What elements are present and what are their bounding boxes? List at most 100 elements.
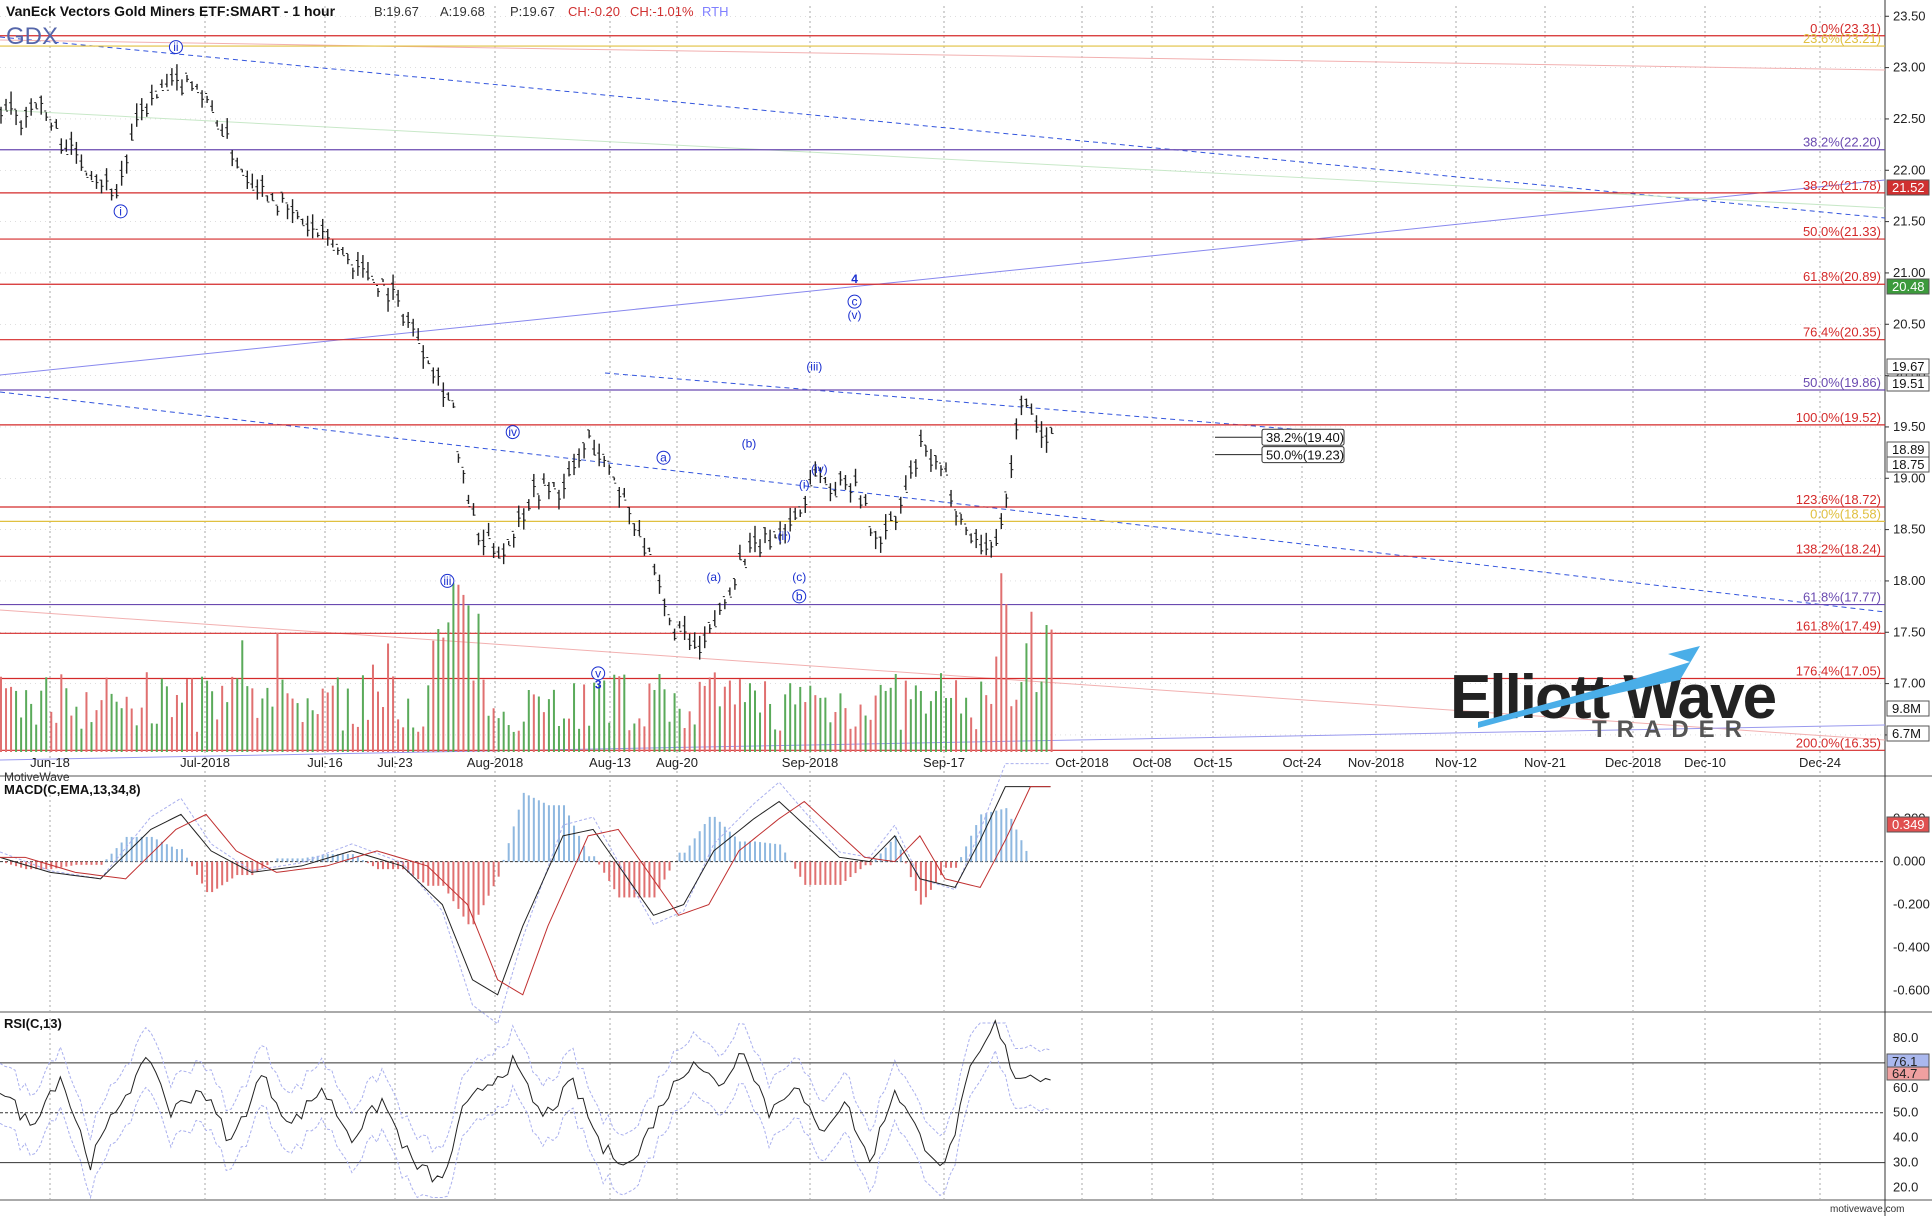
- volume-bar: [804, 702, 807, 752]
- rsi-value-label: 64.7: [1892, 1066, 1917, 1081]
- volume-bar: [0, 676, 2, 752]
- volume-bar: [748, 683, 751, 752]
- volume-bar: [668, 721, 671, 752]
- volume-bar: [336, 677, 339, 752]
- volume-bar: [497, 718, 500, 752]
- volume-bar: [467, 605, 470, 752]
- volume-bar: [20, 717, 23, 752]
- macd-histogram-bar: [191, 861, 194, 867]
- volume-bar: [1010, 706, 1013, 752]
- macd-histogram-bar: [945, 861, 948, 868]
- volume-bar: [361, 675, 364, 752]
- rsi-tick-label: 40.0: [1893, 1130, 1918, 1145]
- macd-histogram-bar: [884, 847, 887, 862]
- volume-bar: [759, 712, 762, 752]
- volume-bar: [653, 689, 656, 752]
- volume-bar: [155, 723, 158, 752]
- price-tick-label: 19.00: [1893, 470, 1926, 485]
- volume-bar: [472, 680, 475, 752]
- macd-histogram-bar: [557, 805, 560, 862]
- wave-label: (iii): [806, 359, 822, 373]
- bid-value: B:19.67: [374, 4, 419, 19]
- macd-histogram-bar: [457, 861, 460, 909]
- price-tag-label: 19.51: [1892, 376, 1925, 391]
- macd-histogram-bar: [653, 861, 656, 898]
- macd-histogram-bar: [668, 861, 671, 871]
- macd-histogram-bar: [859, 861, 862, 870]
- macd-histogram-bar: [412, 861, 415, 876]
- volume-bar: [970, 717, 973, 752]
- volume-bar: [557, 725, 560, 752]
- wave-circle: [792, 589, 807, 604]
- volume-bar: [201, 676, 204, 752]
- date-tick-label: Jul-23: [377, 755, 412, 770]
- volume-bar: [552, 689, 555, 752]
- fib-label: 50.0%(19.86): [1803, 375, 1881, 390]
- macd-histogram-bar: [683, 852, 686, 862]
- volume-bar: [522, 721, 525, 752]
- macd-histogram-bar: [145, 836, 148, 862]
- trend-line: [0, 609, 1886, 741]
- price-value: P:19.67: [510, 4, 555, 19]
- volume-bar: [482, 679, 485, 752]
- volume-bar: [387, 643, 390, 752]
- macd-histogram-bar: [341, 854, 344, 862]
- date-tick-label: Jul-16: [307, 755, 342, 770]
- macd-histogram-bar: [1010, 818, 1013, 862]
- volume-bar: [95, 710, 98, 752]
- volume-bar: [1035, 692, 1038, 752]
- watermark-text: MotiveWave: [4, 770, 70, 784]
- volume-bar: [638, 718, 641, 752]
- macd-histogram-bar: [387, 861, 390, 870]
- price-tick-label: 19.50: [1893, 419, 1926, 434]
- macd-histogram-bar: [995, 810, 998, 862]
- volume-bar: [708, 677, 711, 752]
- macd-histogram-bar: [809, 861, 812, 885]
- volume-bar: [100, 700, 103, 752]
- macd-histogram-bar: [1025, 850, 1028, 862]
- macd-histogram-bar: [175, 849, 178, 862]
- macd-histogram-bar: [276, 858, 279, 862]
- volume-bar: [562, 718, 565, 752]
- rsi-value-tag: [1886, 1066, 1930, 1081]
- macd-histogram-bar: [140, 836, 143, 862]
- macd-histogram-bar: [1005, 808, 1008, 862]
- volume-bar: [1000, 573, 1003, 752]
- macd-histogram-bar: [909, 861, 912, 878]
- volume-bar: [291, 698, 294, 752]
- macd-histogram-bar: [382, 861, 385, 870]
- volume-bar: [341, 730, 344, 752]
- macd-histogram-bar: [497, 861, 500, 877]
- volume-bar: [422, 726, 425, 752]
- macd-histogram-bar: [643, 861, 646, 898]
- volume-bar: [723, 686, 726, 752]
- fib-label: 38.2%(21.78): [1803, 178, 1881, 193]
- macd-histogram-bar: [502, 859, 505, 862]
- price-tick-label: 23.00: [1893, 60, 1926, 75]
- price-tick-label: 20.50: [1893, 316, 1926, 331]
- change-value: CH:-0.20: [568, 4, 620, 19]
- date-tick-label: Dec-24: [1799, 755, 1841, 770]
- macd-histogram-bar: [75, 861, 78, 865]
- wave-circle: [168, 40, 183, 55]
- volume-bar: [1030, 611, 1033, 752]
- macd-histogram-bar: [748, 841, 751, 862]
- volume-bar: [226, 702, 229, 752]
- macd-histogram-bar: [472, 861, 475, 925]
- macd-histogram-bar: [1000, 809, 1003, 862]
- macd-histogram-bar: [482, 861, 485, 906]
- volume-bar: [115, 701, 118, 752]
- volume-bar: [889, 687, 892, 752]
- macd-histogram-bar: [467, 861, 470, 925]
- macd-histogram-bar: [608, 861, 611, 881]
- macd-histogram-bar: [251, 861, 254, 876]
- retrace-label: 50.0%(19.23): [1266, 448, 1344, 463]
- volume-bar: [492, 708, 495, 752]
- volume-bar: [955, 680, 958, 752]
- volume-bar: [231, 676, 234, 752]
- macd-histogram-bar: [824, 861, 827, 885]
- macd-histogram-bar: [316, 855, 319, 862]
- wave-label: i: [119, 204, 122, 218]
- fib-label: 50.0%(21.33): [1803, 224, 1881, 239]
